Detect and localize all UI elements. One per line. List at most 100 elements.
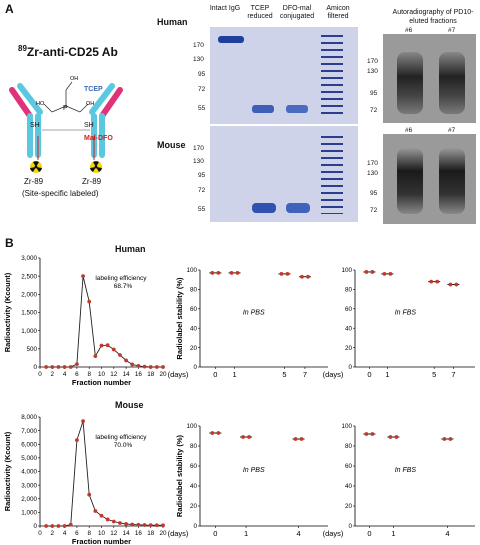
mouse-mw-72: 72 <box>198 187 206 194</box>
human-elution-efficiency-label: labeling efficiency <box>95 275 147 282</box>
human-fbs-point <box>429 279 434 284</box>
mouse-elution-ytick-label: 2,000 <box>21 496 37 503</box>
mouse-fbs-ytick-label: 40 <box>345 483 353 490</box>
mouse-elution-point <box>161 523 165 528</box>
mouse-elution-xlabel: Fraction number <box>72 537 131 545</box>
mouse-fbs-ytick-label: 100 <box>341 423 352 430</box>
human-elution-efficiency-value: 68.7% <box>114 283 133 290</box>
mouse-elution-point <box>87 492 92 497</box>
mouse-elution-point <box>99 513 104 518</box>
mouse-fbs-ytick-label: 20 <box>345 503 353 510</box>
human-elution-point <box>75 362 79 366</box>
human-elution-xtick-label: 12 <box>110 371 118 378</box>
svg-text:OH: OH <box>70 76 78 82</box>
human-elution-point <box>154 365 159 369</box>
human-gel <box>210 27 358 124</box>
mouse-elution-point <box>68 522 73 527</box>
human-elution-point <box>50 365 55 369</box>
human-fbs-xtick-label: 0 <box>367 370 371 379</box>
human-fbs-point <box>382 271 387 276</box>
mouse-pbs-point <box>299 437 304 441</box>
human-elution-point <box>161 365 165 369</box>
human-fbs-point <box>448 282 453 287</box>
human-fbs-days-label: (days) <box>323 370 344 379</box>
mouse-elution-ytick-label: 4,000 <box>21 469 37 476</box>
mouse-fbs-point <box>442 437 447 441</box>
mouse-pbs-ytick-label: 60 <box>190 463 198 470</box>
mouse-pbs-ytick-label: 40 <box>190 483 198 490</box>
mouse-elution-point <box>75 438 79 443</box>
human-pbs-point <box>229 271 234 275</box>
mouse-elution-point <box>93 509 98 513</box>
human-pbs-point <box>306 274 310 279</box>
mouse-fbs-xtick-label: 0 <box>367 529 371 538</box>
gel-label-mouse: Mouse <box>157 140 186 150</box>
mouse-elution-xtick-label: 2 <box>51 530 55 537</box>
mouse-elution-xtick-label: 10 <box>98 530 106 537</box>
human-elution-ytick-label: 2,500 <box>21 273 37 280</box>
mouse-gel <box>210 126 358 222</box>
mouse-elution-ytick-label: 8,000 <box>21 414 37 421</box>
human-elution-point <box>111 347 116 352</box>
mouse-pbs-point <box>210 431 215 435</box>
autorad-bottom-mw-95: 95 <box>370 190 378 197</box>
human-elution-point <box>81 274 85 279</box>
autorad-top-mw-72: 72 <box>370 107 378 114</box>
mouse-elution-ytick-label: 6,000 <box>21 441 37 448</box>
mouse-elution-point <box>154 523 159 528</box>
mouse-elution-efficiency-label: labeling efficiency <box>95 434 147 441</box>
human-pbs-ytick-label: 40 <box>190 325 198 332</box>
human-elution-ytick-label: 2,000 <box>21 292 37 299</box>
mouse-fbs-ytick-label: 80 <box>345 443 353 450</box>
autorad-top-mw-170: 170 <box>367 58 378 65</box>
autorad-bottom-mw-170: 170 <box>367 160 378 167</box>
human-fbs-ytick-label: 20 <box>345 345 353 352</box>
human-elution-xtick-label: 10 <box>98 371 106 378</box>
human-pbs-xtick-label: 5 <box>282 370 286 379</box>
mouse-pbs-ytick-label: 0 <box>193 523 197 530</box>
autorad-top-fraction-7: #7 <box>448 27 456 34</box>
mouse-elution-point <box>81 419 85 423</box>
human-fbs-ytick-label: 80 <box>345 287 353 294</box>
human-mw-170: 170 <box>193 42 204 49</box>
human-pbs-condition-label: In PBS <box>243 310 265 317</box>
mouse-fbs-point <box>388 435 393 439</box>
mouse-elution-point <box>142 523 147 527</box>
autorad-bottom-fraction-7: #7 <box>448 127 456 134</box>
mouse-elution-xtick-label: 4 <box>63 530 67 537</box>
human-elution-ytick-label: 1,500 <box>21 310 37 317</box>
human-fbs-ytick-label: 40 <box>345 325 353 332</box>
human-pbs-xtick-label: 1 <box>232 370 236 379</box>
mouse-elution-ytick-label: 5,000 <box>21 455 37 462</box>
human-fbs-point <box>370 270 375 274</box>
human-elution-point <box>87 299 92 304</box>
human-pbs-point <box>285 271 290 276</box>
mouse-fbs-xtick-label: 4 <box>445 529 449 538</box>
mouse-fbs-condition-label: In FBS <box>395 467 417 474</box>
human-elution-ytick-label: 0 <box>33 364 37 371</box>
human-elution-ytick-label: 3,000 <box>21 255 37 262</box>
lane-header-amicon: Amicon filtered <box>326 5 350 20</box>
mouse-mw-95: 95 <box>198 172 206 179</box>
human-elution-xlabel: Fraction number <box>72 378 131 387</box>
human-fbs-point <box>388 271 393 276</box>
mouse-pbs-point <box>247 435 251 439</box>
mouse-elution-xtick-label: 8 <box>87 530 91 537</box>
mouse-elution-xtick-label: 14 <box>123 530 131 537</box>
human-elution-point <box>142 364 147 369</box>
human-section-label: Human <box>115 244 146 254</box>
mouse-pbs-condition-label: In PBS <box>243 467 265 474</box>
human-pbs-ytick-label: 0 <box>193 364 197 371</box>
mouse-mw-170: 170 <box>193 145 204 152</box>
mouse-elution-ytick-label: 0 <box>33 523 37 530</box>
mal-dfo-label: Mal-DFO <box>84 135 113 142</box>
mouse-mw-55: 55 <box>198 206 206 213</box>
mouse-pbs-ytick-label: 100 <box>186 423 197 430</box>
mouse-elution-ylabel: Radioactivity (Kcount) <box>3 431 12 511</box>
mouse-elution-xtick-label: 18 <box>147 530 155 537</box>
mouse-elution-xtick-label: 6 <box>75 530 79 537</box>
human-fbs-xtick-label: 7 <box>451 370 455 379</box>
human-elution-ytick-label: 500 <box>26 346 37 353</box>
svg-text:OH: OH <box>86 101 94 107</box>
